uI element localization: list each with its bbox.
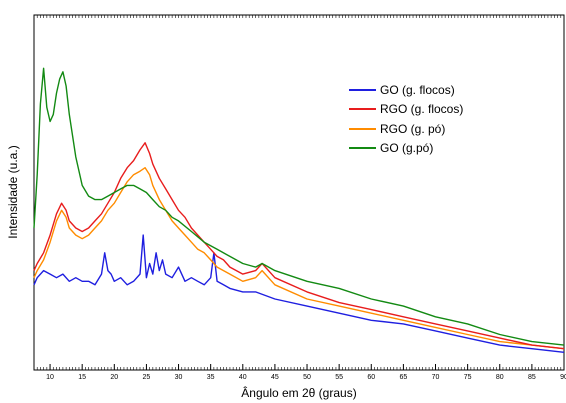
x-tick-label: 60: [367, 374, 375, 381]
x-tick-label: 75: [464, 374, 472, 381]
x-tick-label: 20: [110, 374, 118, 381]
legend-label-rgo-flocos: RGO (g. flocos): [380, 102, 463, 116]
x-axis-ticks: 10 15 20 25 30 35 40 45 50 55 60 65 70 75 80 85 90: [46, 364, 566, 381]
plot-area-frame: [33, 14, 565, 371]
series-line-go-po: [33, 67, 565, 346]
x-tick-label: 65: [399, 374, 407, 381]
series-line-go-flocos: [33, 234, 565, 353]
x-tick-label: 40: [239, 374, 247, 381]
x-tick-label: 10: [46, 374, 54, 381]
x-tick-label: 30: [175, 374, 183, 381]
x-tick-label: 80: [496, 374, 504, 381]
x-tick-label: 70: [432, 374, 440, 381]
x-tick-label: 55: [335, 374, 343, 381]
series-group: [33, 67, 565, 353]
legend: GO (g. flocos) RGO (g. flocos) RGO (g. p…: [349, 83, 463, 155]
y-axis-title: Intensidade (u.a.): [6, 145, 20, 238]
x-tick-label: 50: [303, 374, 311, 381]
x-tick-label: 25: [143, 374, 151, 381]
x-axis-title: Ângulo em 2θ (graus): [241, 385, 356, 400]
x-tick-label: 90: [560, 374, 566, 381]
minor-ticks: [36, 15, 565, 370]
x-tick-label: 15: [78, 374, 86, 381]
x-tick-label: 45: [271, 374, 279, 381]
legend-label-go-flocos: GO (g. flocos): [380, 83, 455, 97]
x-tick-label: 85: [528, 374, 536, 381]
series-line-rgo-flocos: [33, 142, 565, 350]
legend-label-go-po: GO (g.pó): [380, 141, 433, 155]
x-tick-label: 35: [207, 374, 215, 381]
legend-label-rgo-po: RGO (g. pó): [380, 122, 445, 136]
